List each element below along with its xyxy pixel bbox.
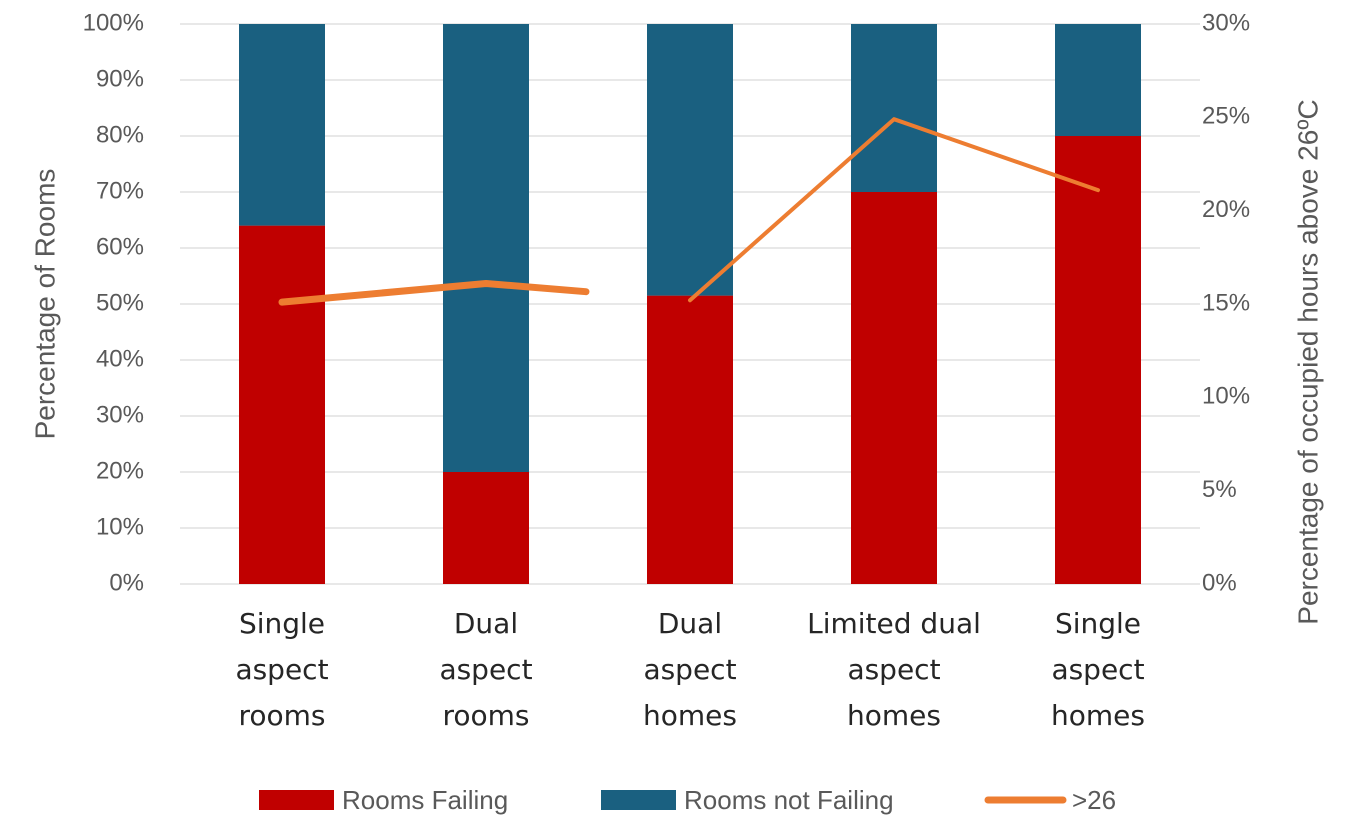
bar-rooms-not-failing <box>647 24 733 296</box>
right-axis-ticks: 0% 5% 10% 15% 20% 25% 30% <box>1202 9 1250 596</box>
bar-series <box>239 24 1141 584</box>
right-axis-title: Percentage of occupied hours above 26ºC <box>1292 99 1323 624</box>
left-tick-label: 0% <box>109 569 144 596</box>
left-tick-label: 10% <box>96 513 144 540</box>
category-labels: Single aspect rooms Dual aspect rooms Dual aspe… <box>235 607 1145 732</box>
category-label: Single aspect homes <box>1051 607 1145 732</box>
category-label: Limited dual aspect homes <box>807 607 981 732</box>
left-axis-title: Percentage of Rooms <box>29 169 60 440</box>
bar-rooms-failing <box>239 225 325 584</box>
bar-rooms-not-failing <box>239 24 325 226</box>
category-label: Dual aspect homes <box>643 607 737 732</box>
right-tick-label: 5% <box>1202 476 1237 503</box>
bar-rooms-failing <box>443 472 529 584</box>
right-tick-label: 25% <box>1202 103 1250 130</box>
legend-swatch-rooms-not-failing <box>601 790 676 810</box>
bar-rooms-not-failing <box>1055 24 1141 136</box>
left-tick-label: 80% <box>96 121 144 148</box>
right-tick-label: 10% <box>1202 383 1250 410</box>
category-label: Single aspect rooms <box>235 607 328 732</box>
left-tick-label: 100% <box>83 9 144 36</box>
right-tick-label: 0% <box>1202 569 1237 596</box>
legend-label-line: >26 <box>1072 785 1116 815</box>
bar-rooms-not-failing <box>851 24 937 192</box>
bar-rooms-not-failing <box>443 24 529 472</box>
legend-label-rooms-not-failing: Rooms not Failing <box>684 785 894 815</box>
legend: Rooms Failing Rooms not Failing >26 <box>259 785 1116 815</box>
right-tick-label: 20% <box>1202 196 1250 223</box>
left-tick-label: 60% <box>96 233 144 260</box>
line-series <box>278 117 1100 306</box>
legend-label-rooms-failing: Rooms Failing <box>342 785 508 815</box>
category-label: Dual aspect rooms <box>439 607 532 732</box>
line-segment <box>278 279 590 306</box>
right-tick-label: 30% <box>1202 9 1250 36</box>
bar-rooms-failing <box>1055 136 1141 584</box>
left-tick-label: 20% <box>96 457 144 484</box>
right-tick-label: 15% <box>1202 289 1250 316</box>
left-axis-ticks: 0% 10% 20% 30% 40% 50% 60% 70% 80% 90% 100% <box>83 9 144 596</box>
bar-rooms-failing <box>851 192 937 584</box>
left-tick-label: 40% <box>96 345 144 372</box>
legend-swatch-rooms-failing <box>259 790 334 810</box>
left-tick-label: 30% <box>96 401 144 428</box>
left-tick-label: 50% <box>96 289 144 316</box>
left-tick-label: 90% <box>96 65 144 92</box>
bar-rooms-failing <box>647 295 733 584</box>
left-tick-label: 70% <box>96 177 144 204</box>
